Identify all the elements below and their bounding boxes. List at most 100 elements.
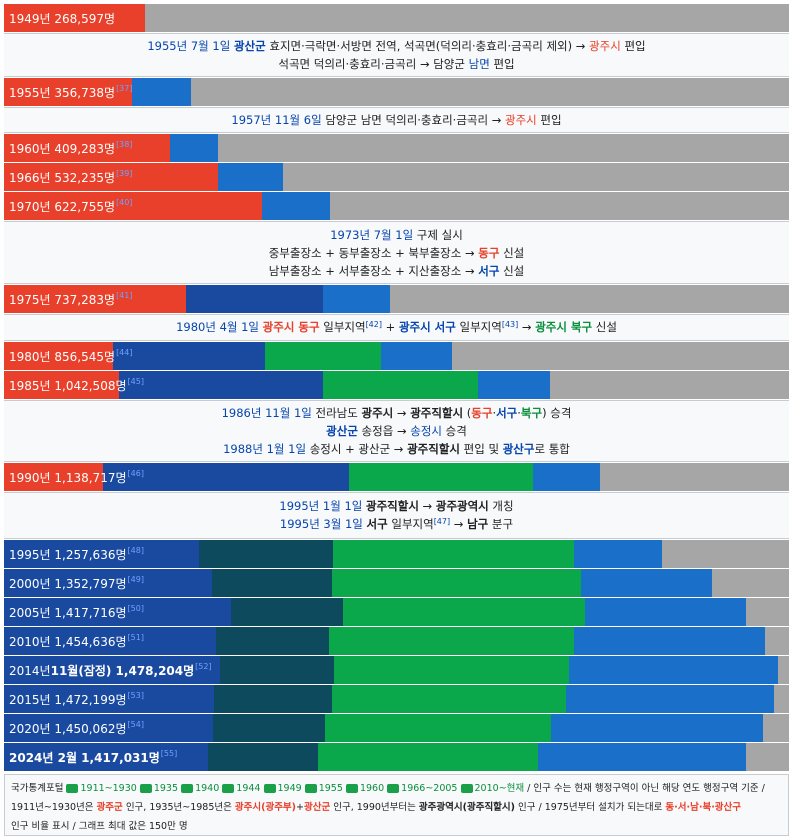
bar-segment-teal	[213, 685, 333, 713]
note-text: 편입	[620, 39, 646, 53]
ref-link[interactable]: [50]	[127, 603, 144, 613]
note-link[interactable]: 광주시	[505, 113, 537, 127]
ref-link[interactable]: [39]	[116, 168, 133, 178]
note-link[interactable]: 광주직할시	[407, 442, 460, 456]
note-1973: 1973년 7월 1일 구제 실시 중부출장소 + 동부출장소 + 북부출장소 …	[4, 221, 789, 284]
bar-segment-navy	[4, 656, 220, 684]
note-text: 담양군 남면 덕의리·충효리·금곡리 →	[321, 113, 506, 127]
note-date-link[interactable]: 1988년 1월 1일	[223, 442, 307, 456]
note-text: +	[381, 319, 399, 334]
bar-segment-blue	[565, 685, 775, 713]
ref-link[interactable]: [49]	[127, 574, 144, 584]
note-date-link[interactable]: 1973년 7월 1일	[330, 227, 414, 242]
footer-text: 1911년~1930년은	[11, 802, 97, 813]
note-link[interactable]: 남구	[467, 516, 489, 531]
bar-segment-blue	[573, 540, 663, 568]
bar-label-value: 2015년 1,472,199명	[9, 692, 127, 707]
note-date-link[interactable]: 1957년 11월 6일	[231, 113, 322, 127]
ref-link[interactable]: [51]	[127, 632, 144, 642]
ref-link[interactable]: [46]	[127, 468, 144, 478]
bar-segment-navy	[4, 743, 209, 771]
footer-source-link[interactable]: 1960	[359, 783, 385, 794]
bar-row-1966: 1966년 532,235명 [39]	[4, 163, 789, 191]
footer-link[interactable]: 동·서·남·북·광산구	[665, 802, 742, 813]
note-link[interactable]: 북구	[520, 406, 543, 420]
footer-source-link[interactable]: 1966~2005	[401, 783, 458, 794]
bar-segment-red	[4, 4, 145, 32]
note-1957: 1957년 11월 6일 담양군 남면 덕의리·충효리·금곡리 → 광주시 편입	[4, 107, 789, 133]
note-link[interactable]: 남면	[468, 57, 490, 71]
footer-link[interactable]: 광주시(광주부)	[234, 802, 297, 813]
ref-link[interactable]: [48]	[127, 545, 144, 555]
note-text: 송정시 + 광산군 →	[306, 442, 408, 456]
bar-row-1955: 1955년 356,738명 [37]	[4, 78, 789, 106]
note-link[interactable]: 서구	[478, 263, 500, 278]
footer-source-link[interactable]: 1940	[195, 783, 220, 794]
note-link[interactable]: 광산구	[502, 442, 535, 456]
ref-link[interactable]: [40]	[116, 197, 133, 207]
note-text: ·	[517, 406, 521, 420]
bar-row-2000: 2000년 1,352,797명 [49]	[4, 569, 789, 597]
note-link[interactable]: 광주시 서구	[398, 319, 456, 334]
bar-segment-blue	[581, 569, 712, 597]
footer-text: 인구, 1935년~1985년은	[122, 802, 235, 813]
footer-link[interactable]: 광주광역시(광주직할시)	[418, 802, 516, 813]
ref-link[interactable]: [54]	[127, 719, 144, 729]
footer-source-link[interactable]: 2010~현재	[474, 783, 525, 794]
ref-link[interactable]: [42]	[365, 319, 382, 329]
note-link[interactable]: 광산군	[233, 39, 266, 53]
ref-link[interactable]: [38]	[116, 139, 133, 149]
footer-text: 인구 / 1975년부터 설치가 되는대로	[515, 802, 666, 813]
bar-row-1949: 1949년 268,597명	[4, 4, 789, 32]
ref-link[interactable]: [43]	[501, 319, 519, 329]
ref-link[interactable]: [47]	[433, 516, 451, 526]
bar-label: 1966년 532,235명 [39]	[9, 163, 132, 191]
ref-link[interactable]: [55]	[160, 748, 178, 758]
bar-segment-blue	[538, 743, 746, 771]
ref-link[interactable]: [37]	[116, 83, 133, 93]
note-link[interactable]: 광주직할시	[410, 406, 464, 420]
note-link[interactable]: 광주시	[361, 406, 394, 420]
ref-link[interactable]: [53]	[127, 690, 144, 700]
bar-label-value: 1970년 622,755명	[9, 199, 116, 214]
note-link[interactable]: 광주시	[589, 39, 621, 53]
ref-link[interactable]: [41]	[116, 290, 133, 300]
note-date-link[interactable]: 1995년 1월 1일	[279, 498, 363, 513]
note-date-link[interactable]: 1986년 11월 1일	[221, 406, 312, 420]
note-link[interactable]: 서구	[366, 516, 388, 531]
footer-link[interactable]: 광주군	[96, 802, 123, 813]
bar-label-year: 2014년	[9, 663, 51, 678]
bar-segment-teal	[216, 627, 329, 655]
link-icon	[139, 784, 152, 793]
note-text: 구제 실시	[413, 227, 463, 242]
note-1955: 1955년 7월 1일 광산군 효지면·극락면·서방면 전역, 석곡면(덕의리·…	[4, 33, 789, 77]
footer-source-link[interactable]: 1955	[318, 783, 343, 794]
note-date-link[interactable]: 1955년 7월 1일	[147, 39, 231, 53]
note-1986: 1986년 11월 1일 전라남도 광주시 → 광주직할시 (동구·서구·북구)…	[4, 400, 789, 462]
note-link[interactable]: 광주광역시	[435, 498, 489, 513]
note-date-link[interactable]: 1995년 3월 1일	[279, 516, 363, 531]
link-icon	[304, 784, 317, 793]
note-date-link[interactable]: 1980년 4월 1일	[176, 319, 260, 334]
bar-segment-red	[4, 342, 114, 370]
note-link[interactable]: 동구	[471, 406, 493, 420]
footer-source-link[interactable]: 1911~1930	[80, 783, 137, 794]
note-link[interactable]: 송정시	[410, 424, 442, 438]
note-link[interactable]: 광산군	[326, 424, 358, 438]
footer-source-link[interactable]: 1944	[236, 783, 261, 794]
note-link[interactable]: 광주직할시	[366, 498, 419, 513]
note-link[interactable]: 광주시 북구	[535, 319, 593, 334]
note-link[interactable]: 광주시 동구	[262, 319, 320, 334]
bar-segment-red	[4, 78, 132, 106]
bar-segment-blue	[532, 463, 600, 491]
note-text: 로 통합	[534, 442, 570, 456]
ref-link[interactable]: [45]	[127, 376, 144, 386]
note-link[interactable]: 동구	[478, 245, 500, 260]
footer-link[interactable]: 광산군	[303, 802, 331, 813]
ref-link[interactable]: [52]	[195, 661, 212, 671]
footer-source-link[interactable]: 1935	[153, 783, 179, 794]
bar-segment-blue	[550, 714, 763, 742]
footer-source-link[interactable]: 1949	[277, 783, 302, 794]
note-link[interactable]: 서구	[496, 406, 518, 420]
ref-link[interactable]: [44]	[116, 347, 133, 357]
